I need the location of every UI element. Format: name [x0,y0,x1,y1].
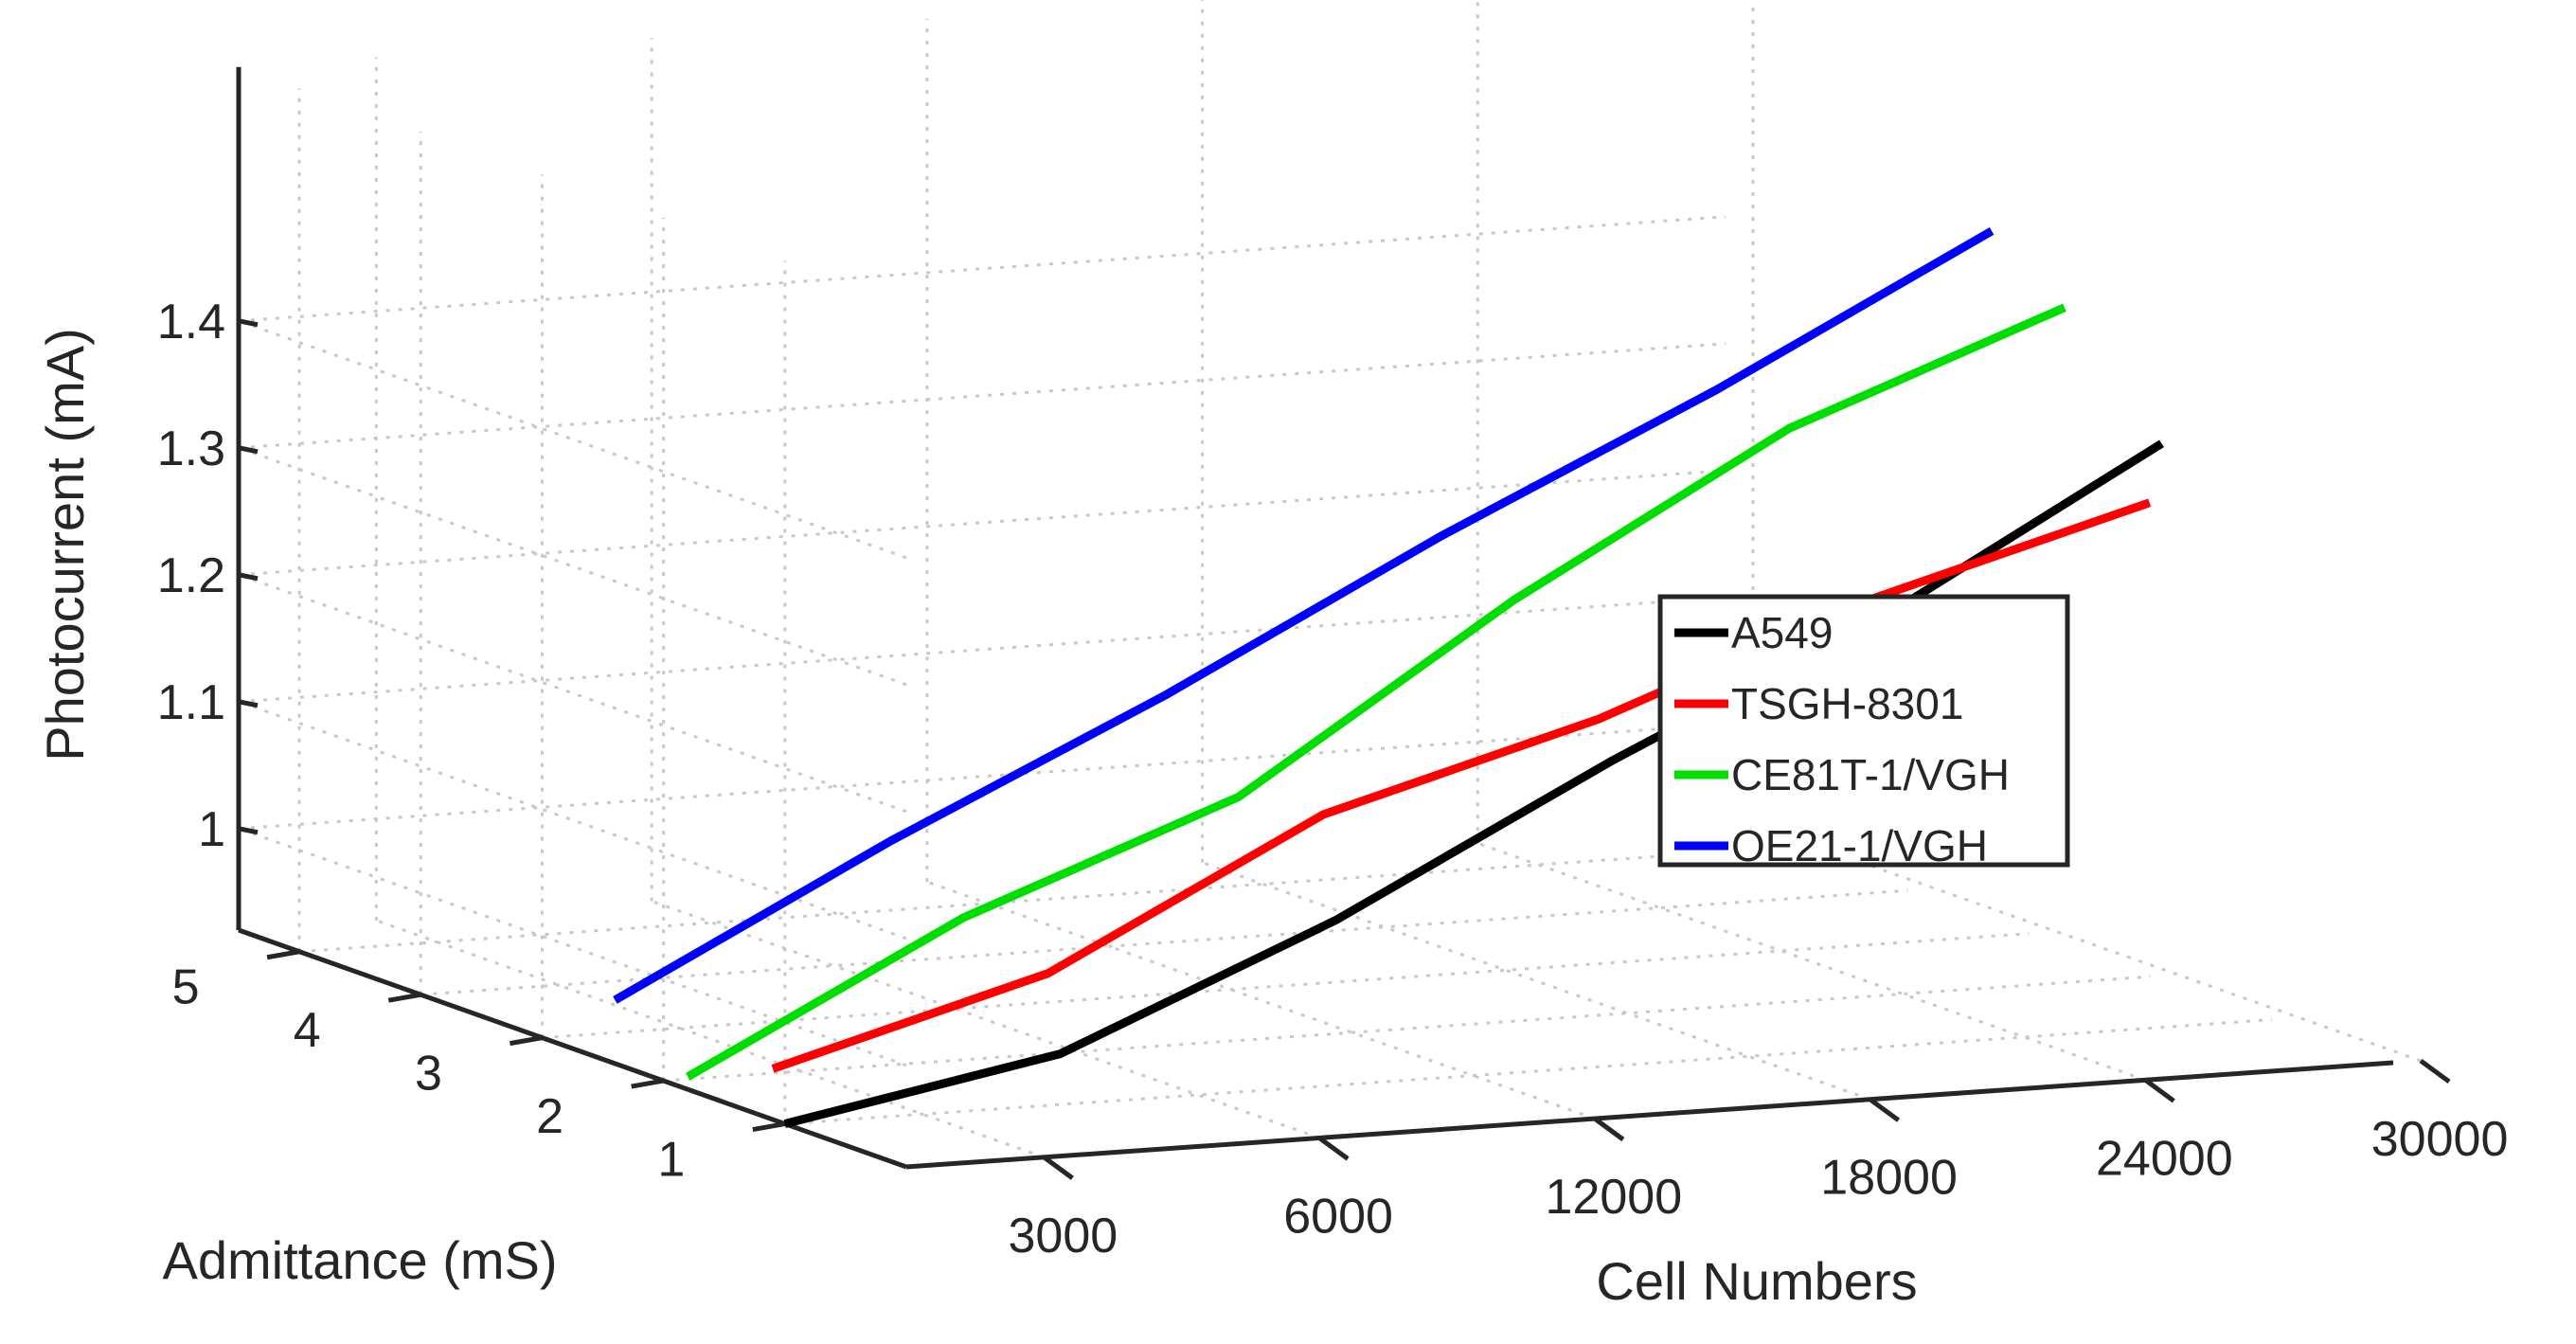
axes-layer: 3000 6000 12000 18000 24000 30000 1 2 3 4 5 1 1.1 1.2… [157,66,2509,1263]
gridline-floor-x [1476,841,2146,1082]
x-tick-label: 18000 [1820,1151,1958,1206]
series-line-tsgh-8301 [771,498,2152,1073]
y-tick [510,1035,543,1047]
gridline-sidewall-z [238,446,907,687]
x-tick-label: 30000 [2371,1112,2509,1167]
y-axis-line [238,927,907,1170]
y-tick-label: 5 [172,960,200,1015]
gridline-floor-x [1202,861,1871,1102]
z-tick-label: 1.2 [157,548,225,603]
z-axis-label: Photocurrent (mA) [35,328,95,762]
x-tick [2143,1078,2175,1103]
z-tick [238,826,259,835]
y-tick-label: 3 [415,1047,442,1102]
x-tick [1869,1097,1901,1122]
gridline-backwall-z [238,596,1726,704]
z-tick-label: 1 [198,802,225,857]
gridline-floor-y [298,846,1787,954]
gridline-floor-y [663,975,2151,1083]
x-tick-label: 3000 [1009,1209,1118,1263]
z-tick [238,318,259,328]
y-tick-label: 1 [657,1133,685,1188]
gridline-sidewall-z [238,573,907,814]
gridline-backwall-z [238,723,1726,831]
gridline-floor-y [420,888,1908,996]
gridline-backwall-z [238,215,1726,323]
series-line-a549 [783,439,2164,1128]
y-tick [266,949,300,960]
y-tick [387,992,421,1003]
legend: A549 TSGH-8301 CE81T-1/VGH OE21-1/VGH [1657,594,2070,870]
x-axis-label: Cell Numbers [1596,1251,1917,1311]
x-tick-label: 24000 [2096,1131,2233,1186]
x-tick-label: 6000 [1283,1189,1393,1244]
y-tick [752,1121,786,1133]
legend-items: A549 TSGH-8301 CE81T-1/VGH OE21-1/VGH [1674,608,2010,870]
gridline-floor-x [926,880,1596,1120]
legend-label: OE21-1/VGH [1731,821,1988,870]
x-tick [1042,1155,1074,1180]
z-tick-label: 1.1 [157,675,225,730]
gridline-sidewall-z [238,700,907,941]
gridline-floor-x [375,919,1045,1159]
gridline-floor-x [651,900,1320,1139]
x-tick [2419,1058,2451,1084]
x-tick [1593,1117,1625,1142]
y-axis-label: Admittance (mS) [163,1230,558,1290]
z-tick [238,699,259,708]
grid-layer [238,0,2422,1159]
legend-label: A549 [1731,608,1833,657]
gridline-sidewall-z [238,319,907,560]
y-tick [631,1078,665,1089]
gridline-sidewall-z [238,827,907,1067]
series-line-ce81t-1-vgh [686,303,2066,1081]
gridline-backwall-z [238,469,1726,577]
legend-label: TSGH-8301 [1731,679,1963,728]
legend-box [1657,594,2070,868]
x-tick [1317,1136,1350,1161]
y-tick-label: 2 [536,1089,564,1144]
gridline-floor-y [784,1018,2272,1126]
gridline-backwall-z [238,342,1726,450]
series-line-oe21-1-vgh [613,227,1995,1004]
z-tick [238,572,259,582]
z-tick [238,445,259,455]
series-layer [613,227,2164,1128]
x-tick-label: 12000 [1546,1170,1683,1225]
z-tick-label: 1.3 [157,421,225,476]
y-tick-label: 4 [294,1003,321,1058]
legend-label: CE81T-1/VGH [1731,750,2010,799]
z-tick-label: 1.4 [157,295,225,349]
